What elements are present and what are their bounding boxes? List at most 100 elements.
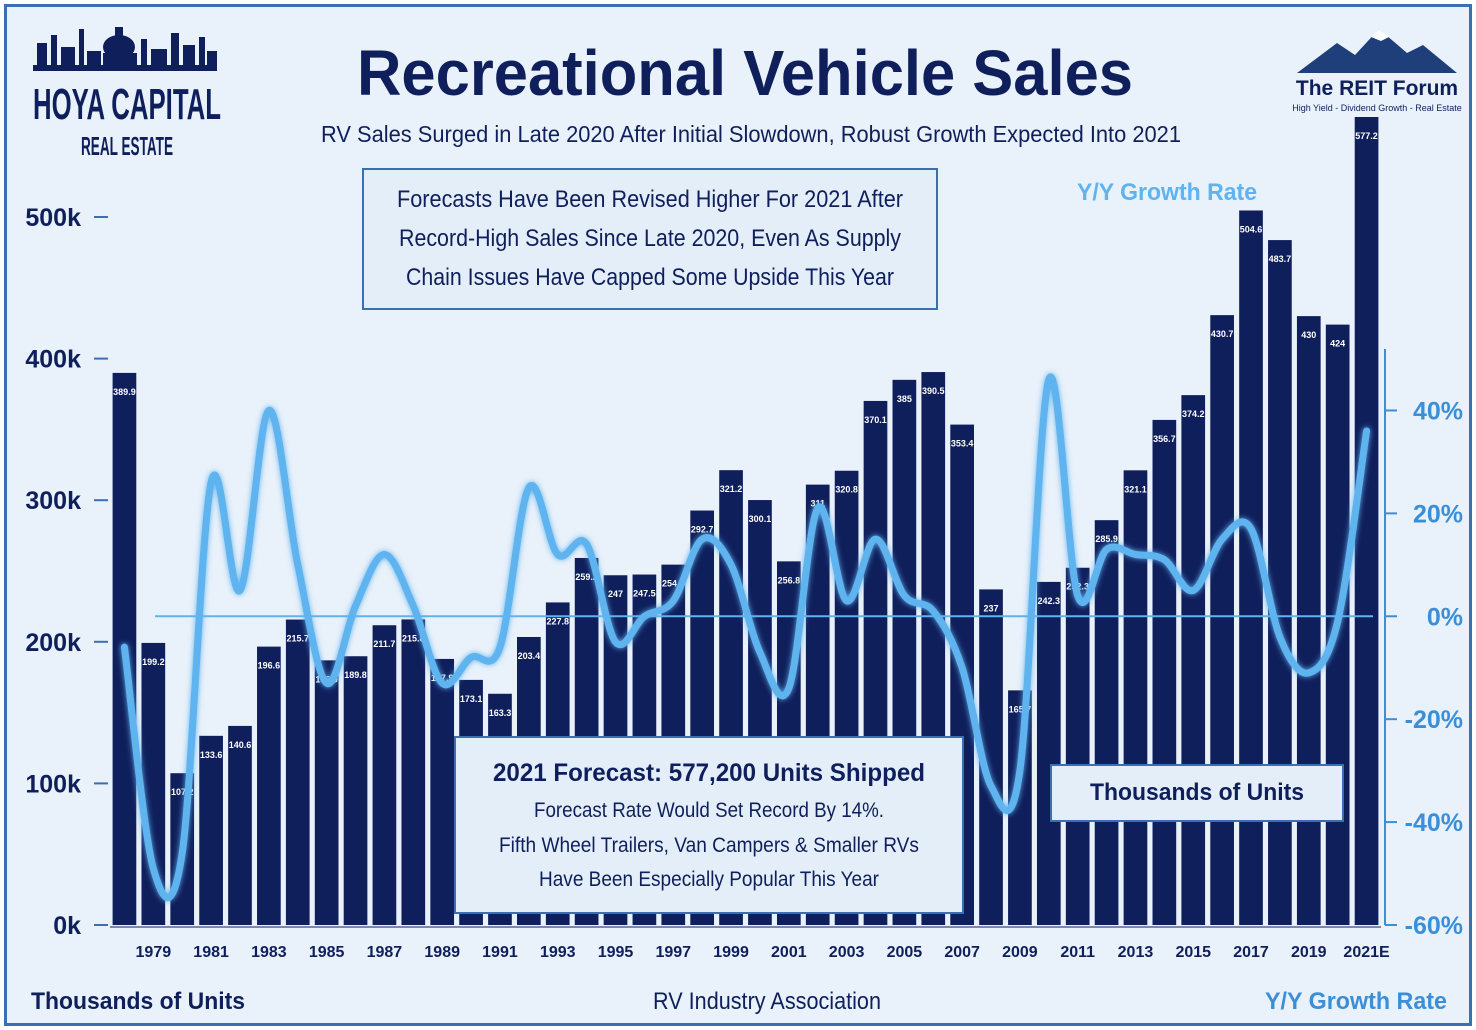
bar-value-label: 320.8 bbox=[835, 485, 858, 495]
x-tick-label: 1991 bbox=[482, 944, 518, 961]
bar-2016 bbox=[1210, 315, 1234, 926]
x-tick-label: 1981 bbox=[193, 944, 229, 961]
right-tick-label: -60% bbox=[1405, 912, 1463, 940]
reit-forum-tagline: High Yield - Dividend Growth - Real Esta… bbox=[1292, 103, 1462, 113]
bar-value-label: 211.7 bbox=[373, 639, 395, 649]
bar-1982 bbox=[228, 725, 252, 925]
right-tick-label: 20% bbox=[1413, 500, 1463, 528]
chart-subtitle: RV Sales Surged in Late 2020 After Initi… bbox=[321, 121, 1181, 147]
left-tick-label: 100k bbox=[25, 770, 81, 798]
bar-value-label: 430.7 bbox=[1211, 329, 1234, 339]
bar-value-label: 483.7 bbox=[1269, 254, 1292, 264]
units-legend-text: Thousands of Units bbox=[1090, 779, 1304, 806]
x-tick-label: 2019 bbox=[1291, 944, 1327, 961]
x-tick-label: 2013 bbox=[1118, 944, 1154, 961]
right-tick-label: -20% bbox=[1405, 706, 1463, 734]
bar-1981 bbox=[199, 735, 223, 925]
left-axis-title: Thousands of Units bbox=[31, 988, 245, 1015]
bar-1989 bbox=[430, 658, 455, 925]
left-tick-label: 200k bbox=[25, 629, 81, 657]
bar-1987 bbox=[372, 625, 397, 925]
bar-2015 bbox=[1181, 395, 1206, 925]
left-tick-label: 300k bbox=[25, 487, 81, 515]
bar-2010 bbox=[1036, 581, 1061, 925]
bar-1988 bbox=[401, 619, 426, 925]
bar-2017 bbox=[1239, 210, 1263, 926]
right-axis: -60% -40% -20% 0% 20% 40% bbox=[1384, 349, 1463, 940]
forecast-revision-callout: Forecasts Have Been Revised Higher For 2… bbox=[362, 168, 938, 310]
bar-value-label: 133.6 bbox=[200, 750, 223, 760]
right-axis-title: Y/Y Growth Rate bbox=[1265, 988, 1447, 1015]
x-tick-label: 2005 bbox=[887, 944, 923, 961]
bar-value-label: 292.7 bbox=[691, 525, 714, 535]
bar-value-label: 321.2 bbox=[720, 484, 743, 494]
bar-2019 bbox=[1296, 316, 1321, 925]
source-text: RV Industry Association bbox=[653, 988, 881, 1015]
logo-line1: HOYA CAPITAL bbox=[33, 80, 221, 129]
bar-value-label: 189.8 bbox=[344, 670, 367, 680]
rv-sales-chart: HOYA CAPITAL REAL ESTATE The REIT Forum … bbox=[25, 27, 1463, 1015]
right-tick-label: -40% bbox=[1405, 809, 1463, 837]
x-tick-label: 1979 bbox=[136, 944, 172, 961]
bar-value-label: 247 bbox=[608, 589, 623, 599]
reit-forum-name: The REIT Forum bbox=[1296, 77, 1458, 100]
bar-2021E bbox=[1354, 117, 1379, 925]
chart-frame: HOYA CAPITAL REAL ESTATE The REIT Forum … bbox=[4, 4, 1472, 1026]
bar-value-label: 140.6 bbox=[229, 740, 252, 750]
bar-value-label: 215.7 bbox=[286, 634, 309, 644]
callout-line-1: Forecasts Have Been Revised Higher For 2… bbox=[397, 186, 903, 213]
bar-value-label: 165.7 bbox=[1009, 704, 1032, 714]
bar-value-label: 259.2 bbox=[575, 572, 598, 582]
left-tick-label: 400k bbox=[25, 346, 81, 374]
x-tick-label: 2001 bbox=[771, 944, 807, 961]
bar-1985 bbox=[314, 660, 339, 925]
bar-1979 bbox=[141, 642, 166, 925]
forecast-title: 2021 Forecast: 577,200 Units Shipped bbox=[493, 759, 925, 787]
bar-1984 bbox=[285, 619, 310, 925]
bar-value-label: 370.1 bbox=[864, 415, 887, 425]
hoya-capital-logo: HOYA CAPITAL REAL ESTATE bbox=[33, 27, 221, 161]
x-tick-label: 2003 bbox=[829, 944, 865, 961]
bar-value-label: 254.5 bbox=[662, 579, 685, 589]
skyline-icon bbox=[33, 27, 217, 71]
bar-value-label: 242.3 bbox=[1038, 596, 1061, 606]
x-tick-label: 2021E bbox=[1343, 944, 1390, 961]
bar-2011 bbox=[1065, 567, 1090, 925]
bar-value-label: 300.1 bbox=[749, 514, 772, 524]
right-tick-label: 40% bbox=[1413, 397, 1463, 425]
x-tick-label: 1983 bbox=[251, 944, 287, 961]
bar-value-label: 430 bbox=[1301, 330, 1316, 340]
bar-value-label: 424 bbox=[1330, 339, 1345, 349]
logo-line2: REAL ESTATE bbox=[81, 131, 173, 161]
bar-value-label: 247.5 bbox=[633, 589, 656, 599]
bar-value-label: 385 bbox=[897, 394, 912, 404]
bar-value-label: 237 bbox=[984, 603, 999, 613]
x-tick-label: 2017 bbox=[1233, 944, 1269, 961]
bar-2014 bbox=[1152, 419, 1177, 925]
callout-line-3: Chain Issues Have Capped Some Upside Thi… bbox=[406, 264, 894, 291]
bar-2013 bbox=[1123, 470, 1148, 925]
bar-value-label: 196.6 bbox=[258, 661, 281, 671]
x-tick-label: 1997 bbox=[655, 944, 691, 961]
left-axis: 0k 100k 200k 300k 400k 500k bbox=[25, 204, 108, 940]
bar-value-label: 199.2 bbox=[142, 657, 165, 667]
left-tick-label: 500k bbox=[25, 204, 81, 232]
bar-value-label: 163.3 bbox=[489, 708, 512, 718]
bar-value-label: 227.8 bbox=[546, 616, 569, 626]
bar-value-label: 390.5 bbox=[922, 386, 945, 396]
units-legend-box: Thousands of Units bbox=[1050, 764, 1344, 822]
x-tick-label: 1999 bbox=[713, 944, 749, 961]
bar-value-label: 285.9 bbox=[1095, 534, 1118, 544]
bar-2008 bbox=[979, 589, 1003, 925]
bar-1986 bbox=[343, 656, 368, 925]
bar-value-label: 215.8 bbox=[402, 633, 425, 643]
mountain-snow-icon bbox=[1371, 29, 1389, 41]
x-axis: 1979 1981 1983 1985 1987 1989 1991 1993 1995 1997… bbox=[110, 926, 1390, 961]
x-tick-label: 2011 bbox=[1060, 944, 1095, 961]
bar-2009 bbox=[1008, 690, 1032, 925]
x-tick-label: 1989 bbox=[424, 944, 460, 961]
forecast-line-1: Forecast Rate Would Set Record By 14%. bbox=[534, 799, 884, 822]
bar-value-label: 577.2 bbox=[1355, 131, 1378, 141]
bar-value-label: 107.2 bbox=[171, 787, 194, 797]
bar-2012 bbox=[1094, 520, 1119, 925]
